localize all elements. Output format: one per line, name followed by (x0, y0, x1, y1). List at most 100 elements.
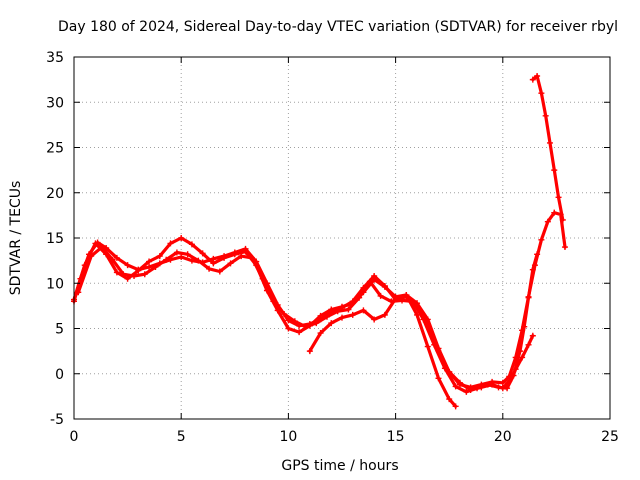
data-point (124, 262, 131, 269)
data-point (146, 258, 153, 265)
y-tick-label: 25 (46, 141, 64, 157)
data-point (227, 260, 234, 267)
x-tick-label: 25 (601, 429, 619, 445)
data-point (328, 320, 335, 327)
data-point (499, 379, 506, 386)
data-point (167, 240, 174, 247)
y-axis-title: SDTVAR / TECUs (8, 181, 24, 296)
data-point (529, 266, 536, 273)
data-point (551, 209, 558, 216)
data-point (516, 348, 523, 355)
data-point (328, 306, 335, 313)
series-line (531, 74, 565, 222)
y-tick-label: 35 (46, 50, 64, 66)
data-point (489, 381, 496, 388)
data-point (221, 254, 228, 261)
data-point (178, 254, 185, 261)
data-point (242, 248, 249, 255)
data-point (141, 271, 148, 278)
data-point (88, 253, 95, 260)
data-point (248, 254, 255, 261)
data-point (452, 403, 459, 410)
data-point (291, 318, 298, 325)
series-trace-4 (306, 292, 536, 394)
data-point (259, 275, 266, 282)
data-point (551, 167, 558, 174)
data-point (534, 251, 541, 258)
data-point (446, 396, 453, 403)
data-point (124, 275, 131, 282)
data-point (371, 316, 378, 323)
data-point (512, 366, 519, 373)
data-point (403, 292, 410, 299)
data-point (302, 323, 309, 330)
data-point (446, 368, 453, 375)
data-point (538, 236, 545, 243)
x-axis-title: GPS time / hours (281, 458, 398, 474)
data-point (499, 385, 506, 392)
data-point (371, 276, 378, 283)
data-point (113, 254, 120, 261)
data-point (392, 295, 399, 302)
data-point (231, 251, 238, 258)
y-tick-label: -5 (50, 412, 64, 428)
data-point (399, 297, 406, 304)
x-tick-label: 10 (279, 429, 297, 445)
data-point (381, 283, 388, 290)
data-point (456, 379, 463, 386)
data-point (561, 244, 568, 251)
data-point (414, 300, 421, 307)
data-point (339, 314, 345, 321)
data-point (313, 320, 320, 327)
data-point (131, 273, 138, 280)
data-point (216, 268, 223, 275)
data-point (281, 311, 288, 318)
data-point (92, 240, 99, 247)
data-point (529, 332, 536, 339)
data-point (173, 249, 180, 256)
data-point (463, 388, 470, 395)
data-point (542, 112, 549, 119)
y-tick-label: 10 (46, 276, 64, 292)
data-point (345, 306, 352, 313)
data-point (152, 263, 159, 270)
data-point (356, 294, 363, 301)
data-point (435, 345, 442, 352)
data-point (238, 253, 245, 260)
data-point (339, 303, 345, 310)
series-trace-5 (529, 73, 566, 223)
data-point (306, 348, 313, 355)
data-point (435, 375, 442, 382)
data-point (521, 323, 528, 330)
data-point (544, 218, 551, 225)
data-point (98, 244, 105, 251)
data-point (478, 384, 485, 391)
y-tick-label: 5 (55, 322, 64, 338)
chart-title: Day 180 of 2024, Sidereal Day-to-day VTE… (58, 19, 618, 35)
data-point (75, 289, 82, 296)
data-point (525, 341, 532, 348)
y-tick-label: 0 (55, 367, 64, 383)
data-point (113, 269, 120, 276)
data-point (506, 377, 513, 384)
x-tick-label: 20 (494, 429, 512, 445)
data-point (525, 294, 532, 301)
data-point (467, 387, 474, 394)
data-point (120, 271, 127, 278)
y-tick-label: 15 (46, 231, 64, 247)
data-point (546, 139, 553, 146)
data-point (210, 260, 217, 267)
x-tick-label: 5 (177, 429, 186, 445)
data-point (206, 265, 213, 272)
y-tick-label: 20 (46, 186, 64, 202)
data-point (381, 311, 388, 318)
data-point (424, 316, 431, 323)
data-point (317, 330, 324, 337)
data-point (195, 257, 202, 264)
data-point (146, 263, 153, 270)
grid (74, 57, 610, 419)
data-point (349, 311, 356, 318)
series-layer (71, 73, 568, 410)
data-point (555, 194, 562, 201)
